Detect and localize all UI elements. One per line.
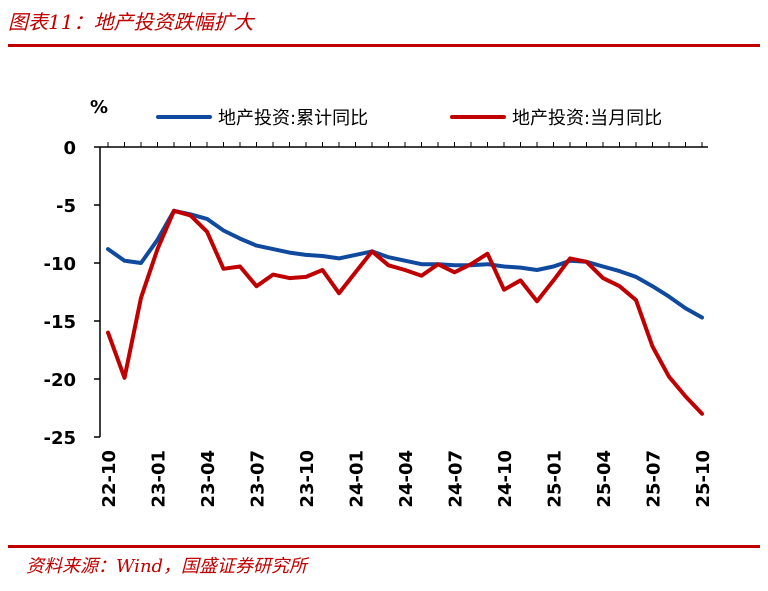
chart-legend: 地产投资:累计同比 地产投资:当月同比 bbox=[156, 108, 662, 129]
chart-axes bbox=[99, 146, 708, 437]
legend-label-2: 地产投资:当月同比 bbox=[512, 108, 662, 129]
source-note: 资料来源：Wind，国盛证券研究所 bbox=[26, 556, 308, 577]
y-tick-label: -5 bbox=[56, 196, 76, 217]
bottom-rule bbox=[8, 545, 760, 548]
x-tick-label: 25-07 bbox=[644, 450, 665, 508]
top-rule bbox=[8, 44, 760, 47]
y-tick-label: -25 bbox=[43, 428, 76, 449]
x-tick-label: 23-04 bbox=[198, 450, 219, 508]
x-tick-label: 25-01 bbox=[545, 450, 566, 508]
chart-ticks: 0 -5 -10 -15 -20 -25 22-10 23-01 23-04 23-07 23-10… bbox=[43, 138, 714, 508]
y-tick-label: 0 bbox=[63, 138, 76, 159]
x-tick-label: 23-01 bbox=[149, 450, 170, 508]
y-tick-label: -15 bbox=[43, 312, 76, 333]
y-tick-label: -20 bbox=[43, 370, 76, 391]
y-tick-label: -10 bbox=[43, 254, 76, 275]
x-tick-label: 24-04 bbox=[396, 450, 417, 508]
x-tick-label: 24-07 bbox=[446, 450, 467, 508]
chart-lines bbox=[106, 208, 704, 416]
x-tick-label: 24-10 bbox=[495, 450, 516, 508]
x-tick-label: 25-04 bbox=[594, 450, 615, 508]
figure-title: 图表11：地产投资跌幅扩大 bbox=[8, 10, 254, 34]
series-line-1 bbox=[106, 208, 704, 320]
y-axis-label: % bbox=[90, 97, 108, 118]
x-tick-label: 23-07 bbox=[248, 450, 269, 508]
x-tick-label: 25-10 bbox=[693, 450, 714, 508]
x-tick-label: 23-10 bbox=[297, 450, 318, 508]
x-tick-label: 24-01 bbox=[347, 450, 368, 508]
legend-label-1: 地产投资:累计同比 bbox=[218, 108, 368, 129]
x-tick-label: 22-10 bbox=[99, 450, 120, 508]
series-line-2 bbox=[106, 208, 704, 416]
